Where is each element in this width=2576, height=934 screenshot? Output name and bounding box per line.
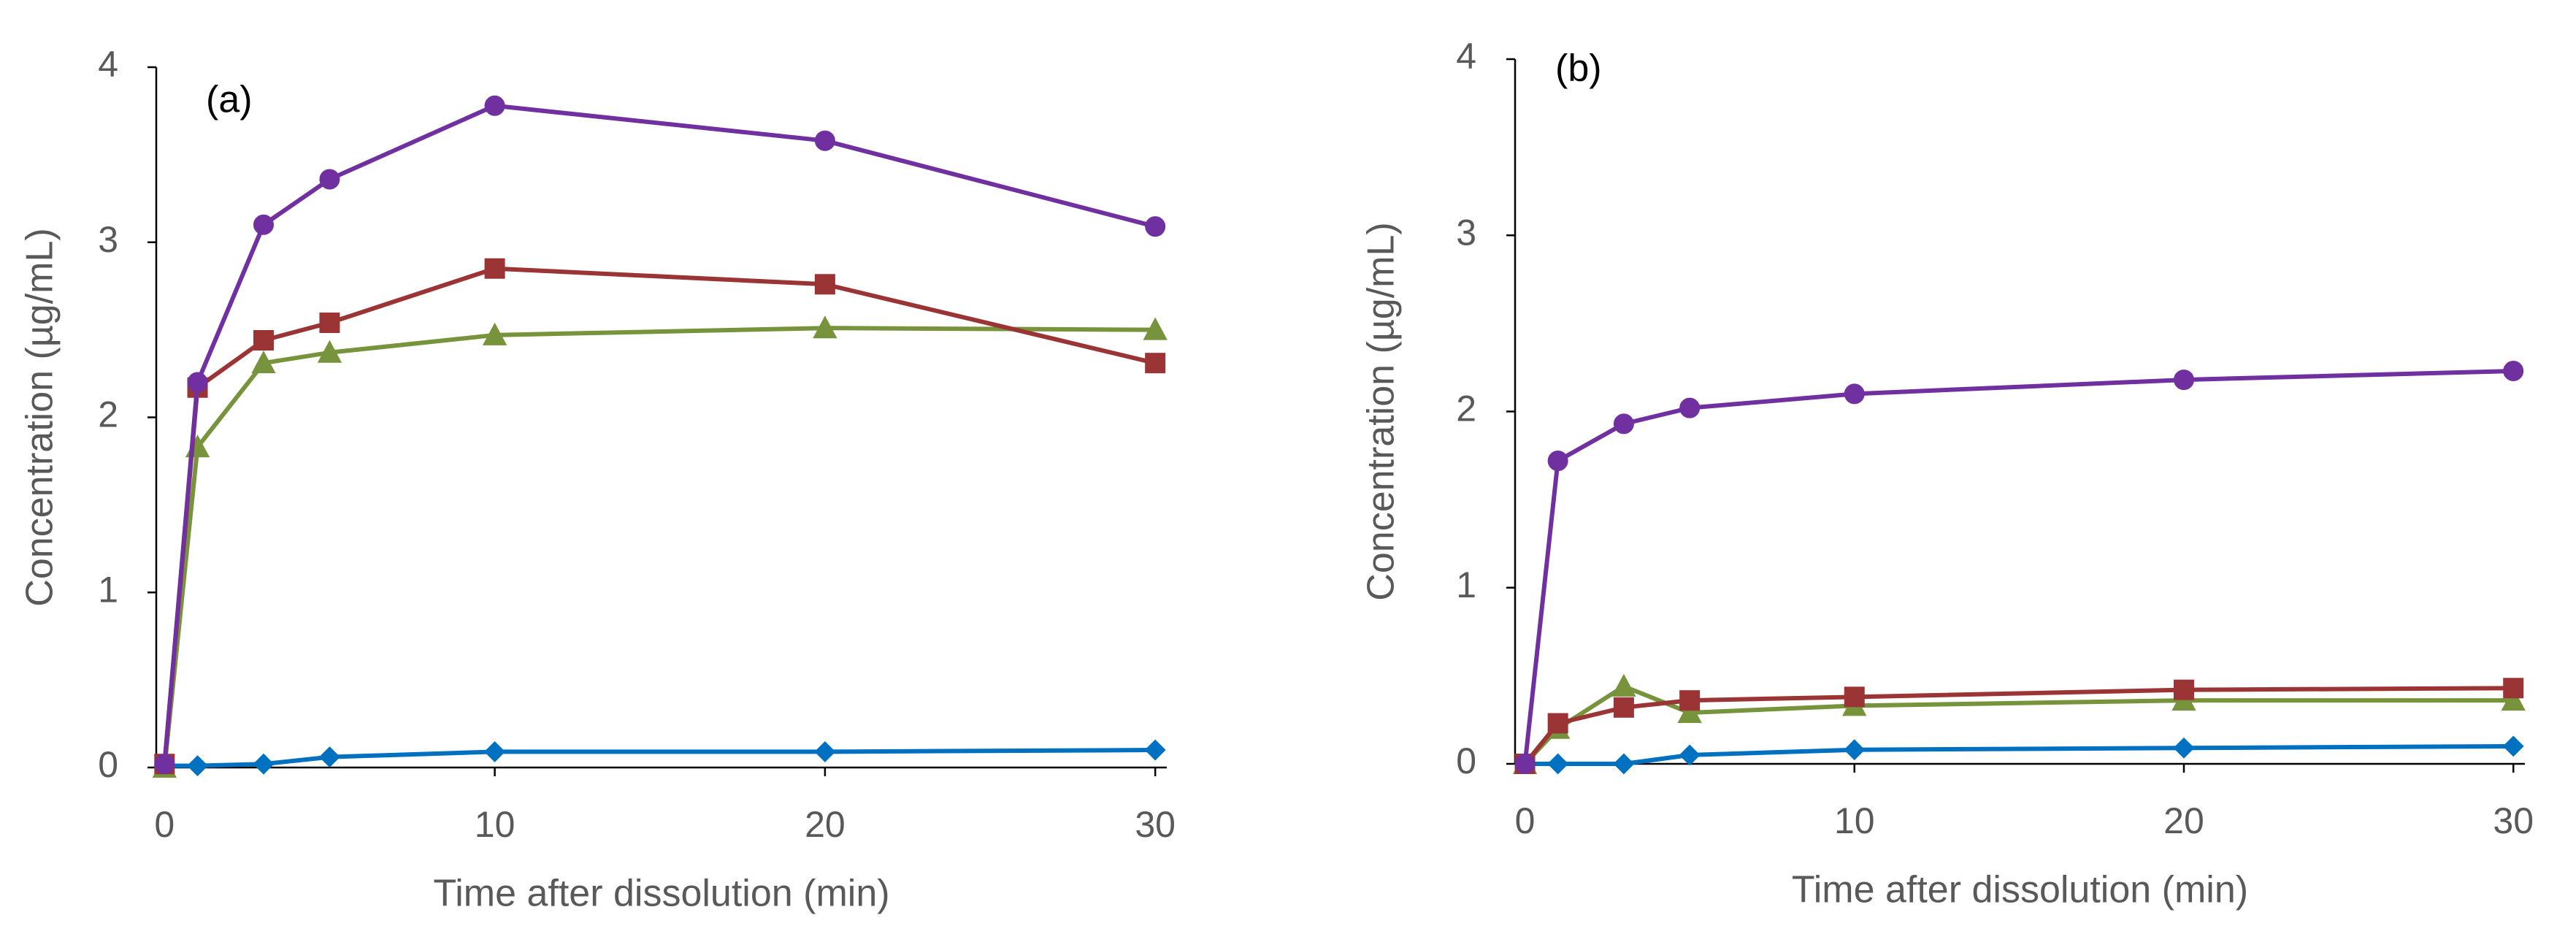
- marker: [1679, 397, 1701, 418]
- marker: [1547, 713, 1568, 734]
- series-line: [162, 326, 1156, 768]
- x-tick-label: 30: [2493, 800, 2534, 841]
- marker: [2503, 361, 2524, 382]
- marker: [482, 322, 507, 345]
- marker: [317, 340, 342, 363]
- y-tick-label: 2: [1456, 388, 1476, 429]
- marker: [2503, 678, 2524, 699]
- marker: [813, 315, 837, 339]
- marker: [1143, 317, 1168, 340]
- series-line: [164, 748, 1156, 768]
- marker: [2501, 688, 2526, 711]
- y-tick-label: 4: [1456, 36, 1476, 77]
- marker: [253, 214, 274, 235]
- y-tick-label: 4: [98, 44, 118, 85]
- x-tick-label: 10: [475, 804, 515, 845]
- marker: [814, 130, 835, 151]
- panel-label: (b): [1555, 47, 1602, 90]
- y-axis-title: Concentration (µg/mL): [1360, 222, 1403, 600]
- y-tick-label: 0: [1456, 740, 1476, 781]
- y-tick-label: 1: [98, 569, 118, 610]
- x-tick-label: 20: [2163, 800, 2204, 841]
- marker: [1844, 739, 1866, 761]
- marker: [484, 258, 505, 279]
- marker: [1611, 673, 1636, 697]
- marker: [1679, 690, 1701, 711]
- marker: [187, 372, 208, 393]
- marker: [1677, 700, 1702, 724]
- x-axis-title: Time after dissolution (min): [433, 873, 889, 915]
- marker: [484, 741, 506, 762]
- marker: [1145, 216, 1166, 237]
- marker: [1613, 413, 1634, 435]
- marker: [1547, 753, 1569, 775]
- marker: [1144, 739, 1166, 761]
- marker: [187, 755, 208, 777]
- marker: [253, 330, 274, 351]
- marker: [2173, 679, 2194, 700]
- marker: [814, 274, 835, 295]
- marker: [1145, 353, 1166, 374]
- marker: [1844, 686, 1865, 708]
- y-tick-label: 1: [1456, 564, 1476, 605]
- marker: [319, 746, 340, 768]
- y-tick-label: 3: [98, 219, 118, 260]
- marker: [253, 753, 275, 775]
- marker: [1844, 383, 1865, 405]
- x-tick-label: 20: [805, 804, 846, 845]
- y-axis-title: Concentration (µg/mL): [19, 228, 61, 606]
- x-axis-title: Time after dissolution (min): [1792, 869, 2248, 911]
- marker: [2173, 737, 2195, 759]
- x-tick-label: 10: [1834, 800, 1875, 841]
- marker: [251, 351, 276, 374]
- y-tick-label: 3: [1456, 212, 1476, 253]
- x-tick-label: 0: [154, 804, 175, 845]
- marker: [2173, 370, 2194, 391]
- marker: [319, 169, 340, 190]
- series-line: [1525, 743, 2514, 766]
- series-line: [1523, 684, 2514, 766]
- marker: [1514, 754, 1536, 774]
- panel-label: (a): [206, 79, 253, 121]
- x-tick-label: 30: [1135, 804, 1176, 845]
- series-line: [162, 103, 1156, 765]
- series-line: [162, 266, 1156, 765]
- marker: [1679, 744, 1701, 766]
- marker: [2502, 735, 2524, 757]
- marker: [1547, 451, 1568, 472]
- y-tick-label: 0: [98, 744, 118, 785]
- marker: [319, 313, 340, 334]
- marker: [814, 741, 836, 762]
- y-tick-label: 2: [98, 394, 118, 435]
- marker: [484, 95, 505, 116]
- marker: [154, 754, 175, 775]
- x-tick-label: 0: [1515, 800, 1536, 841]
- marker: [1613, 697, 1634, 718]
- marker: [1613, 753, 1635, 775]
